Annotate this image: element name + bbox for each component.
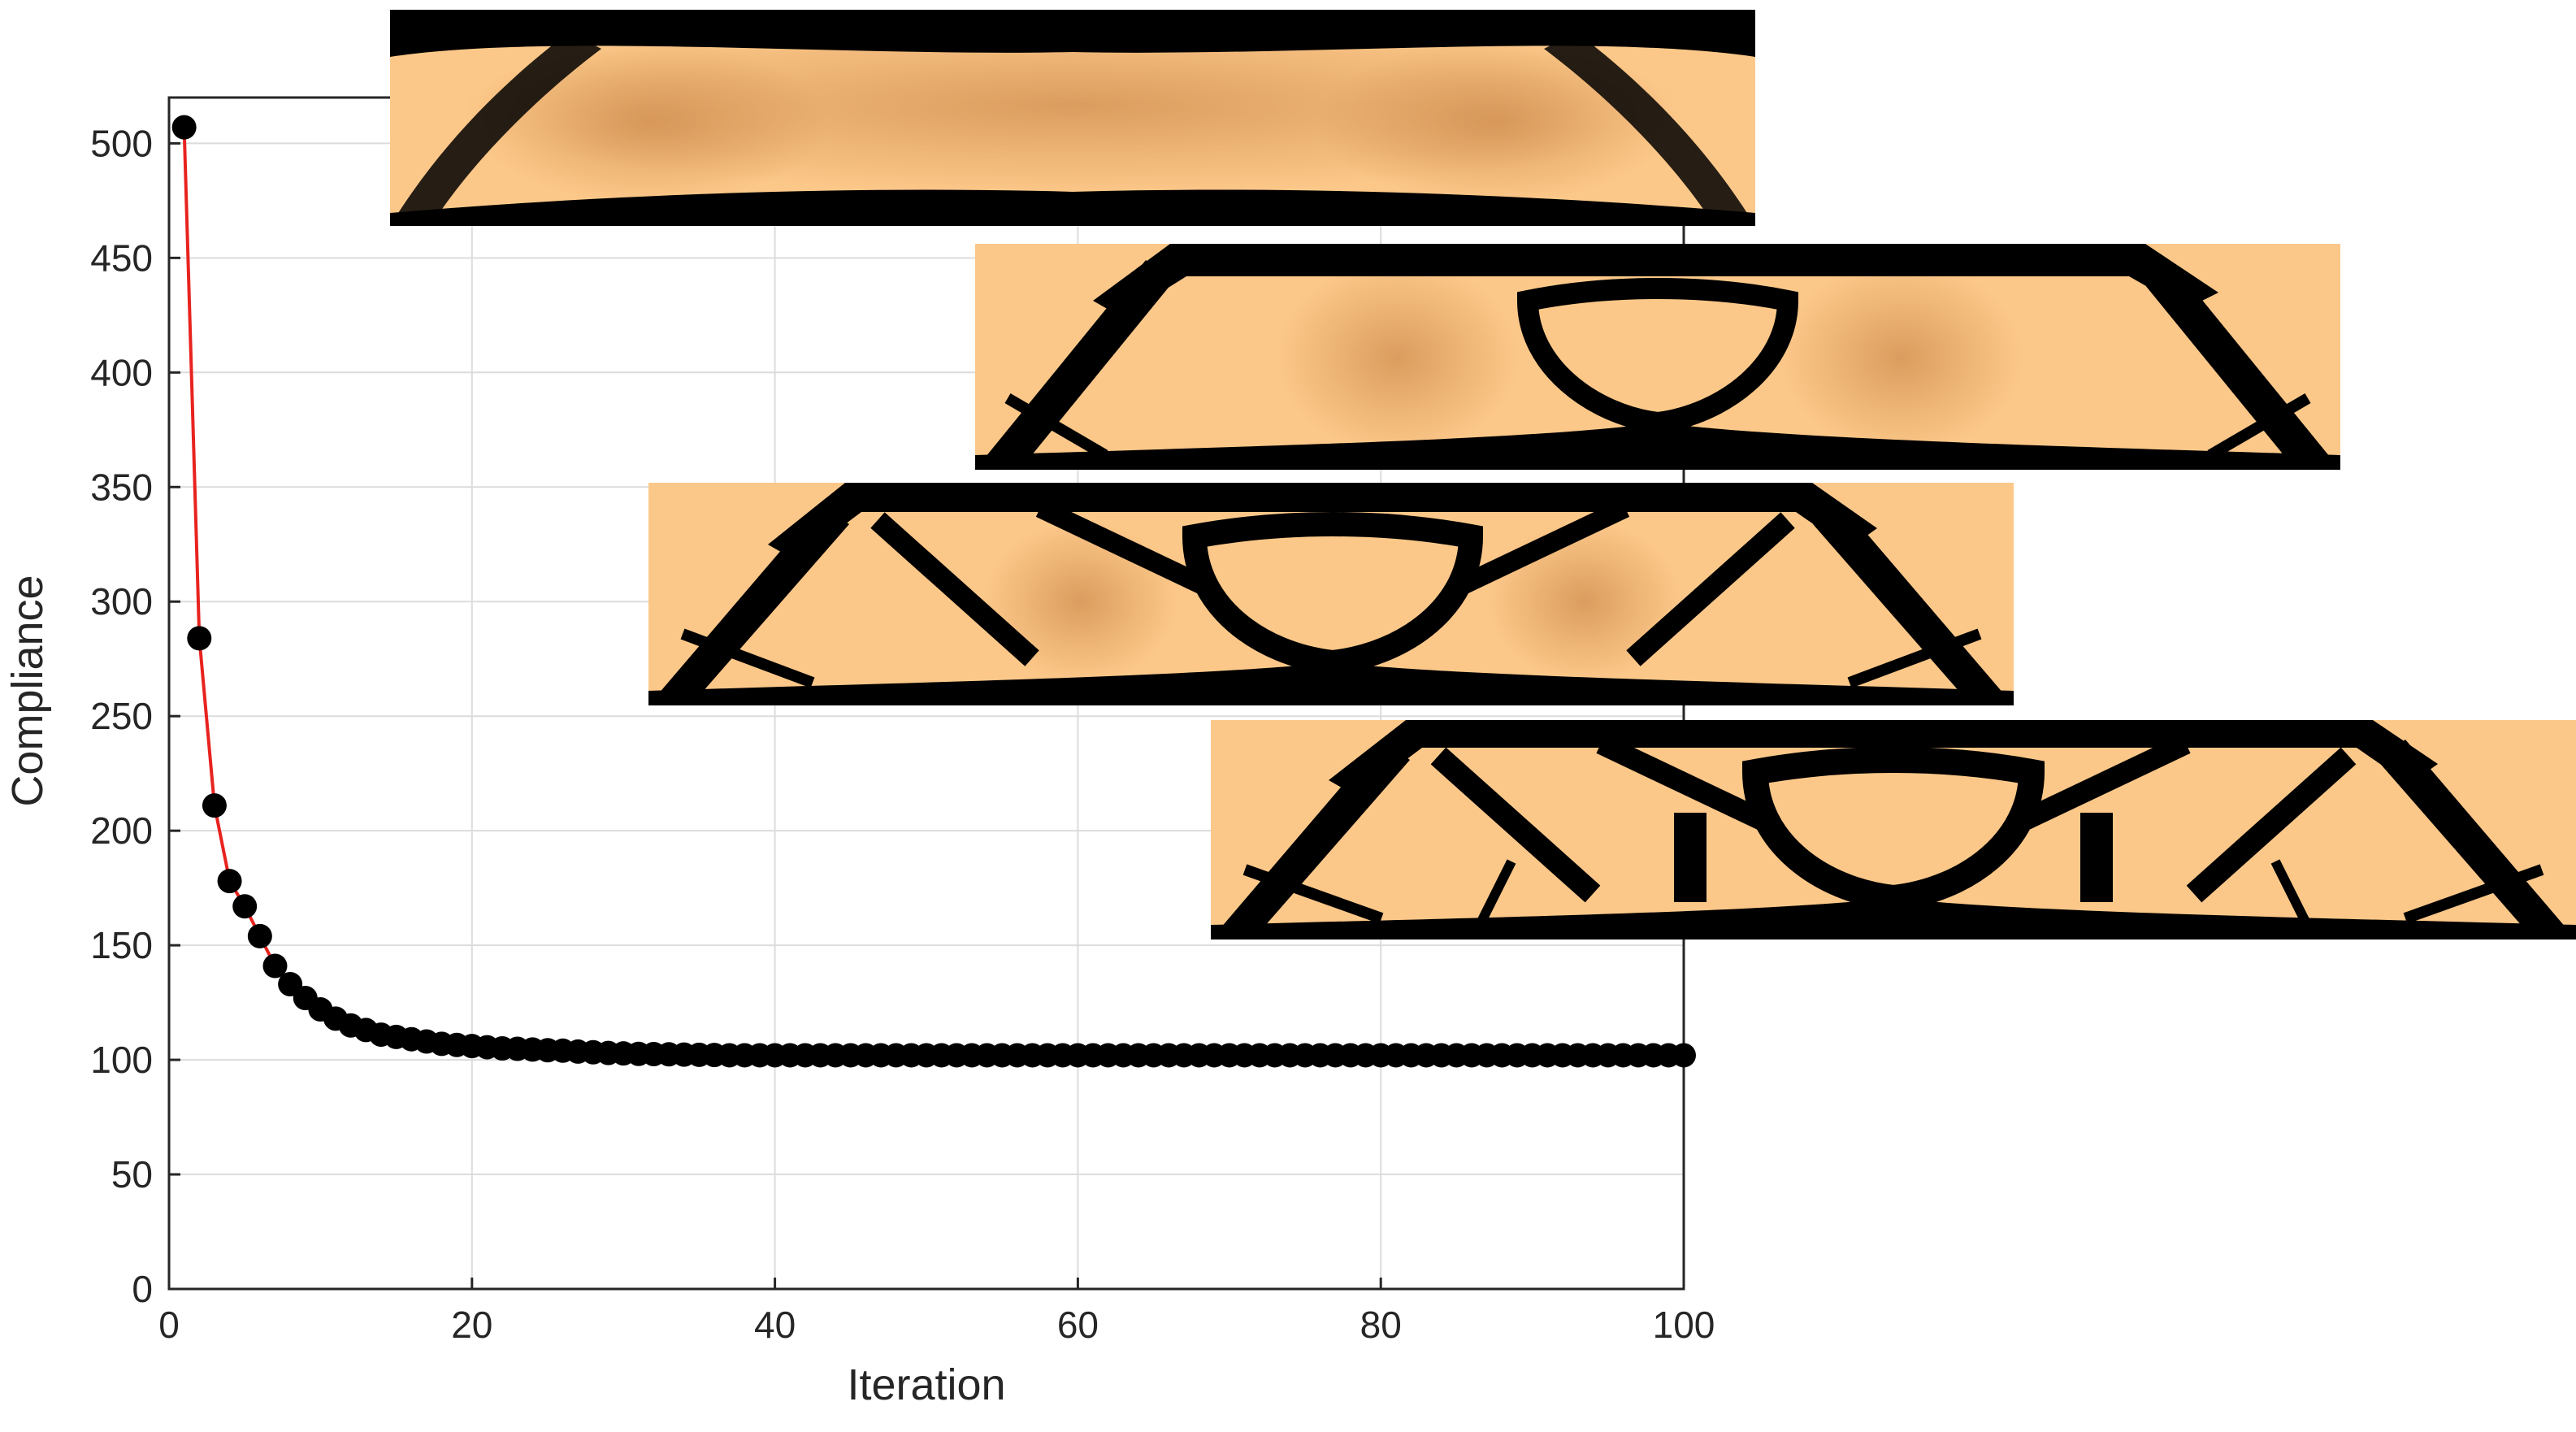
- y-tick-label: 350: [90, 466, 153, 508]
- x-tick-label: 40: [754, 1304, 796, 1346]
- topology-inset-2: [975, 244, 2340, 470]
- x-tick-label: 80: [1360, 1304, 1402, 1346]
- data-point: [217, 869, 242, 894]
- x-tick-label: 60: [1057, 1304, 1099, 1346]
- data-point: [187, 626, 212, 651]
- x-axis-label: Iteration: [847, 1360, 1005, 1409]
- x-tick-label: 0: [158, 1304, 180, 1346]
- y-tick-label: 100: [90, 1039, 153, 1081]
- y-tick-label: 500: [90, 122, 153, 164]
- y-tick-label: 250: [90, 695, 153, 737]
- y-tick-label: 0: [132, 1268, 153, 1310]
- x-tick-labels: 0 20 40 60 80 100: [158, 1278, 1715, 1346]
- topology-inset-1: [390, 10, 1755, 226]
- y-tick-label: 50: [111, 1153, 153, 1196]
- x-tick-label: 20: [451, 1304, 492, 1346]
- y-tick-labels: 0 50 100 150 200 250 300 350 400 450 500: [90, 122, 180, 1310]
- data-point: [247, 923, 272, 948]
- data-point: [232, 894, 258, 919]
- y-tick-label: 450: [90, 236, 153, 279]
- data-point: [171, 115, 197, 140]
- y-tick-label: 200: [90, 809, 153, 852]
- topology-inset-3: [648, 483, 2014, 705]
- data-point: [1672, 1043, 1696, 1068]
- topology-inset-4: [1211, 720, 2576, 939]
- data-point: [262, 953, 288, 979]
- y-tick-label: 300: [90, 580, 153, 623]
- y-tick-label: 150: [90, 924, 153, 966]
- compliance-markers: [171, 115, 1696, 1068]
- x-tick-label: 100: [1653, 1304, 1715, 1346]
- y-axis-label: Compliance: [3, 575, 52, 806]
- y-tick-label: 400: [90, 351, 153, 393]
- data-point: [202, 793, 227, 818]
